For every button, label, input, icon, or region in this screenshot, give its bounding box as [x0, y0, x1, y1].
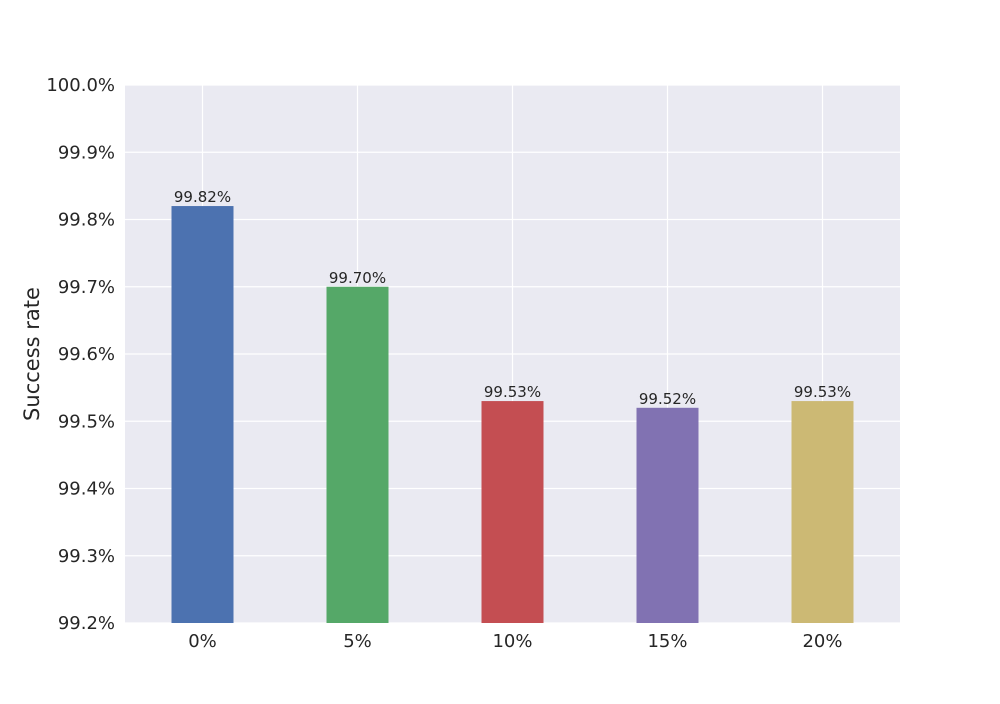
bar-10pct — [481, 401, 544, 623]
bar-0pct — [171, 206, 234, 624]
bar-value-label: 99.53% — [794, 383, 851, 401]
bar-value-label: 99.52% — [639, 390, 696, 408]
bar-20pct — [791, 401, 854, 623]
y-tick-label: 99.4% — [58, 479, 115, 500]
bar-value-labels: 99.82% 99.70% 99.53% 99.52% 99.53% — [174, 188, 851, 408]
y-tick-label: 99.7% — [58, 277, 115, 298]
bar-value-label: 99.53% — [484, 383, 541, 401]
bar-value-label: 99.70% — [329, 269, 386, 287]
bars — [171, 206, 854, 624]
y-tick-label: 99.9% — [58, 142, 115, 163]
x-tick-label: 0% — [188, 631, 217, 652]
bar-15pct — [636, 407, 699, 623]
x-axis-tick-labels: 0% 5% 10% 15% 20% — [188, 631, 842, 652]
y-axis-title: Success rate — [20, 287, 44, 421]
x-tick-label: 10% — [492, 631, 532, 652]
bar-5pct — [326, 286, 389, 623]
y-axis-tick-labels: 99.2% 99.3% 99.4% 99.5% 99.6% 99.7% 99.8% 99.9%… — [46, 75, 115, 634]
y-tick-label: 99.8% — [58, 210, 115, 231]
y-tick-label: 100.0% — [46, 75, 115, 96]
y-tick-label: 99.6% — [58, 344, 115, 365]
y-tick-label: 99.2% — [58, 613, 115, 634]
x-tick-label: 5% — [343, 631, 372, 652]
y-tick-label: 99.5% — [58, 411, 115, 432]
x-tick-label: 20% — [802, 631, 842, 652]
x-tick-label: 15% — [647, 631, 687, 652]
y-tick-label: 99.3% — [58, 546, 115, 567]
bar-value-label: 99.82% — [174, 188, 231, 206]
